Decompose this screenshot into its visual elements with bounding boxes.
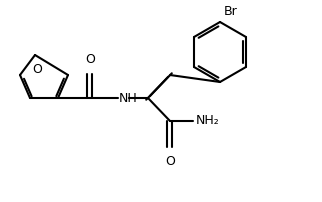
- Text: O: O: [32, 63, 42, 76]
- Text: NH₂: NH₂: [196, 115, 220, 127]
- Text: O: O: [165, 155, 175, 168]
- Text: Br: Br: [224, 5, 238, 18]
- Text: O: O: [85, 53, 95, 66]
- Text: NH: NH: [119, 92, 138, 104]
